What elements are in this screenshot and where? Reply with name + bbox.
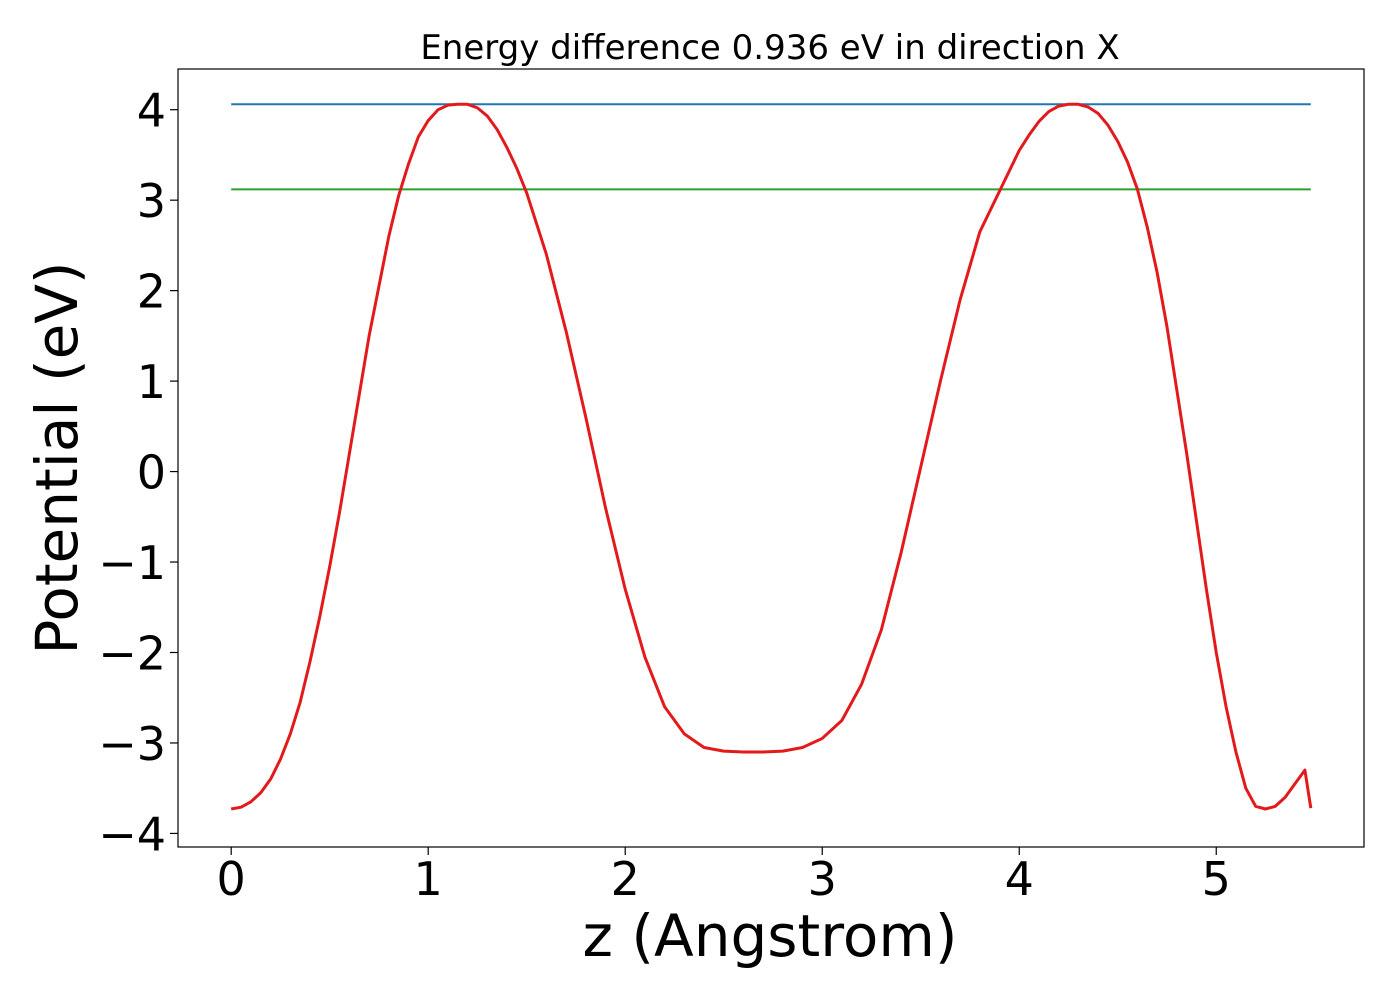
y-tick-label: 1: [137, 355, 166, 409]
x-axis-label: z (Angstrom): [583, 902, 958, 970]
plot-frame: [177, 68, 1365, 848]
y-tick-label: −3: [98, 717, 166, 771]
x-tick-label: 0: [217, 852, 246, 906]
y-tick-label: −4: [98, 807, 166, 861]
x-tick-label: 2: [611, 852, 640, 906]
y-axis-label: Potential (eV): [23, 261, 91, 654]
y-tick-label: −1: [98, 536, 166, 590]
potential-curve: [230, 102, 1313, 811]
y-tick-label: 2: [137, 265, 166, 319]
tick-layer: 0 1 2 3 4 5 −4 −3 −2 −1 0 1 2 3 4: [98, 84, 1231, 906]
chart-title: Energy difference 0.936 eV in direction …: [420, 28, 1119, 68]
y-tick-label: −2: [98, 627, 166, 681]
x-tick-label: 5: [1202, 852, 1231, 906]
y-tick-label: 0: [137, 446, 166, 500]
y-tick-label: 4: [137, 84, 166, 138]
x-tick-label: 1: [414, 852, 443, 906]
y-tick-label: 3: [137, 174, 166, 228]
x-tick-label: 3: [808, 852, 837, 906]
plot-area: [230, 102, 1313, 811]
x-tick-label: 4: [1005, 852, 1034, 906]
